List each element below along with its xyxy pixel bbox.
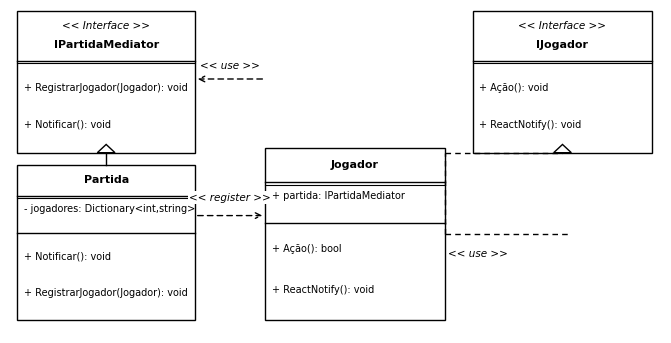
Text: << register >>: << register >>	[189, 193, 271, 203]
Text: + Notificar(): void: + Notificar(): void	[24, 120, 111, 130]
Text: << use >>: << use >>	[448, 249, 508, 259]
Text: << Interface >>: << Interface >>	[519, 21, 607, 31]
Text: IJogador: IJogador	[537, 40, 588, 50]
Text: + RegistrarJogador(Jogador): void​: + RegistrarJogador(Jogador): void​	[24, 288, 188, 298]
Text: Jogador: Jogador	[331, 160, 379, 170]
Text: << use >>: << use >>	[200, 61, 260, 71]
Bar	[473, 11, 652, 153]
Text: Partida: Partida	[83, 175, 129, 185]
Text: + Ação(): void: + Ação(): void	[480, 83, 549, 93]
Text: - jogadores: Dictionary<int,string>: - jogadores: Dictionary<int,string>	[24, 204, 195, 214]
Text: IPartidaMediator: IPartidaMediator	[54, 40, 159, 50]
Text: + ReactNotify(): void: + ReactNotify(): void	[480, 120, 582, 130]
Text: + Notificar(): void: + Notificar(): void	[24, 251, 111, 261]
Polygon shape	[97, 144, 115, 153]
Bar	[265, 147, 445, 320]
Polygon shape	[554, 144, 571, 153]
Bar	[17, 11, 195, 153]
Text: + ReactNotify(): void: + ReactNotify(): void	[272, 285, 374, 295]
Text: + RegistrarJogador(Jogador): void: + RegistrarJogador(Jogador): void	[24, 83, 188, 93]
Bar	[17, 165, 195, 320]
Text: + partida: IPartidaMediator: + partida: IPartidaMediator	[272, 191, 405, 201]
Text: << Interface >>: << Interface >>	[62, 21, 150, 31]
Text: + Ação(): bool: + Ação(): bool	[272, 244, 342, 254]
